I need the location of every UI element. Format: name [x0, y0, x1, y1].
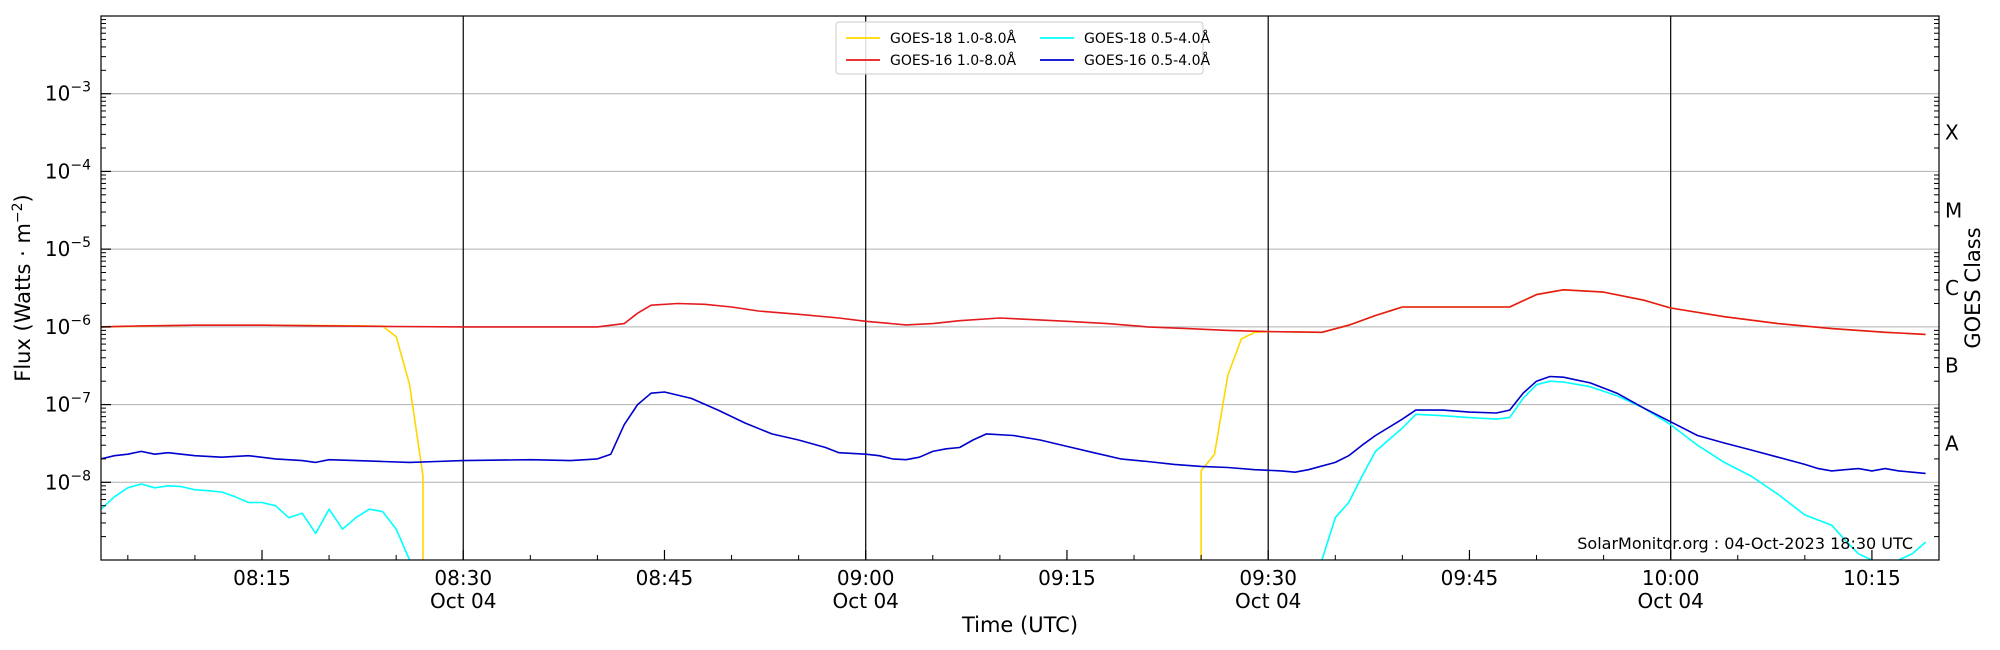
y-tick-label: 10−6	[45, 313, 91, 339]
x-tick-date-label: Oct 04	[1637, 589, 1703, 613]
legend: GOES-18 1.0-8.0Å GOES-16 1.0-8.0Å GOES-18 …	[835, 21, 1210, 75]
credit-text: SolarMonitor.org : 04-Oct-2023 18:30 UTC	[1577, 534, 1913, 553]
series-line	[1321, 380, 1873, 561]
y-axis-title-close: )	[11, 194, 35, 202]
y-tick-label: 10−7	[45, 391, 91, 417]
x-tick-date-label: Oct 04	[833, 589, 899, 613]
y-axis-title: Flux (Watts · m−2)	[10, 194, 35, 382]
legend-label: GOES-18 1.0-8.0Å	[890, 30, 1016, 47]
y-axis-title-text: Flux (Watts · m	[11, 223, 35, 382]
series-line	[1898, 541, 1927, 561]
x-tick-date-label: Oct 04	[430, 589, 496, 613]
series-line	[100, 375, 1926, 475]
goes-class-axis-title: GOES Class	[1961, 227, 1985, 348]
y-tick-label: 10−3	[45, 80, 91, 106]
goes-class-label: A	[1945, 431, 1959, 455]
goes-class-label: X	[1945, 121, 1959, 145]
x-tick-label: 09:15	[1038, 566, 1096, 590]
y-tick-label: 10−8	[45, 468, 91, 494]
y-tick-label: 10−5	[45, 235, 91, 261]
x-axis-title: Time (UTC)	[961, 613, 1078, 637]
legend-label: GOES-16 0.5-4.0Å	[1084, 52, 1210, 69]
legend-label: GOES-18 0.5-4.0Å	[1084, 30, 1210, 47]
legend-box	[835, 21, 1204, 75]
y-axis-title-exponent: −2	[10, 202, 26, 223]
x-tick-label: 08:15	[233, 566, 291, 590]
plot-area-frame	[100, 15, 1940, 561]
x-tick-date-label: Oct 04	[1235, 589, 1301, 613]
x-tick-label: 09:00	[837, 566, 895, 590]
goes-class-label: C	[1945, 276, 1959, 300]
x-tick-label: 10:15	[1843, 566, 1901, 590]
series-line	[100, 289, 1926, 336]
x-tick-label: 09:45	[1441, 566, 1499, 590]
legend-label: GOES-16 1.0-8.0Å	[890, 52, 1016, 69]
goes-class-label: B	[1945, 354, 1959, 378]
x-tick-label: 10:00	[1642, 566, 1700, 590]
x-tick-label: 08:30	[434, 566, 492, 590]
series-line	[100, 483, 411, 561]
y-tick-label: 10−4	[45, 157, 91, 183]
x-tick-label: 08:45	[636, 566, 694, 590]
goes-class-label: M	[1945, 198, 1962, 222]
series-lines	[100, 289, 1927, 561]
x-tick-label: 09:30	[1239, 566, 1297, 590]
